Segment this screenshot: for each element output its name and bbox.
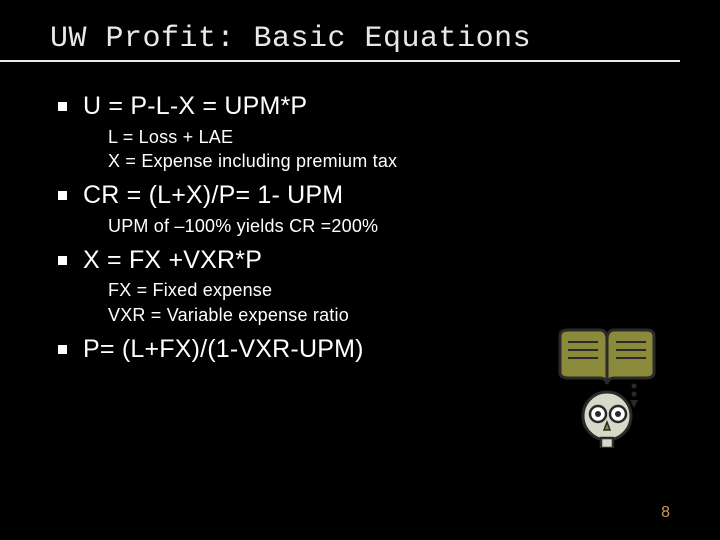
bullet-sub-block: FX = Fixed expense VXR = Variable expens… [108, 278, 680, 327]
bullet-main-text: P= (L+FX)/(1-VXR-UPM) [83, 333, 364, 366]
bullet-item: CR = (L+X)/P= 1- UPM [58, 179, 680, 212]
bullet-sub-text: X = Expense including premium tax [108, 149, 680, 173]
slide-title: UW Profit: Basic Equations [0, 0, 680, 62]
bullet-main-text: U = P-L-X = UPM*P [83, 90, 307, 123]
bullet-sub-text: FX = Fixed expense [108, 278, 680, 302]
bullet-item: U = P-L-X = UPM*P [58, 90, 680, 123]
bullet-icon [58, 102, 67, 111]
reading-figure-icon [552, 328, 662, 448]
bullet-icon [58, 256, 67, 265]
bullet-item: X = FX +VXR*P [58, 244, 680, 277]
bullet-icon [58, 191, 67, 200]
bullet-sub-text: UPM of –100% yields CR =200% [108, 214, 680, 238]
bullet-sub-block: L = Loss + LAE X = Expense including pre… [108, 125, 680, 174]
bullet-sub-block: UPM of –100% yields CR =200% [108, 214, 680, 238]
bullet-sub-text: VXR = Variable expense ratio [108, 303, 680, 327]
bullet-icon [58, 345, 67, 354]
bullet-main-text: CR = (L+X)/P= 1- UPM [83, 179, 343, 212]
page-number: 8 [661, 504, 670, 522]
bullet-main-text: X = FX +VXR*P [83, 244, 262, 277]
slide-content: U = P-L-X = UPM*P L = Loss + LAE X = Exp… [0, 62, 720, 365]
bullet-sub-text: L = Loss + LAE [108, 125, 680, 149]
